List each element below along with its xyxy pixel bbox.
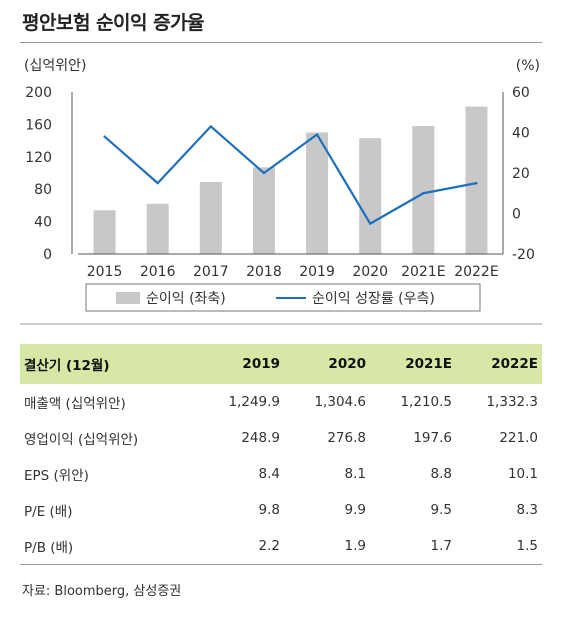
header-2019: 2019	[198, 344, 284, 384]
right-axis-tick-label: 40	[512, 126, 530, 142]
table-row: P/E (배) 9.8 9.9 9.5 8.3	[20, 492, 542, 528]
row-label: EPS (위안)	[24, 468, 89, 484]
growth-point-2021E	[422, 192, 425, 195]
growth-point-2016	[156, 181, 159, 185]
bar-2021E	[412, 126, 435, 254]
growth-point-2017	[209, 125, 213, 128]
bar-2016	[146, 203, 169, 254]
right-axis-tick-label: 0	[512, 207, 521, 223]
table-cell: 1,249.9	[228, 394, 280, 410]
left-axis-tick-label: 80	[34, 182, 52, 198]
bar-2018	[252, 167, 275, 254]
financials-table: 결산기 (12월) 2019 2020 2021E 2022E 매출액 (십억위…	[20, 344, 542, 565]
x-tick-label: 2017	[193, 264, 229, 280]
legend-box	[85, 283, 481, 312]
table-row: P/B (배) 2.2 1.9 1.7 1.5	[20, 528, 542, 565]
earnings-chart: (십억위안) (%) 0 40 80 120 160 200 -20 0 20 40 60 201…	[20, 58, 542, 325]
table-cell: 8.4	[258, 466, 280, 482]
left-axis-tick-label: 0	[43, 247, 52, 263]
table-cell: 1,210.5	[400, 394, 452, 410]
table-cell: 9.5	[430, 502, 452, 518]
title-divider	[20, 42, 542, 43]
row-label: P/B (배)	[20, 528, 198, 565]
header-2020: 2020	[284, 344, 370, 384]
row-label: 영업이익 (십억위안)	[24, 432, 139, 448]
bar-2022E	[465, 106, 488, 254]
table-cell: 1.5	[456, 528, 542, 565]
table-cell: 197.6	[413, 430, 452, 446]
row-label: 매출액 (십억위안)	[24, 396, 126, 412]
bar-2017	[199, 181, 222, 254]
growth-point-2019	[315, 133, 319, 136]
table-cell: 10.1	[507, 466, 538, 482]
growth-point-2022E	[475, 181, 478, 185]
x-tick-label: 2016	[140, 264, 176, 280]
left-axis-tick-label: 160	[25, 117, 52, 133]
row-label: P/E (배)	[24, 504, 73, 520]
table-header-row: 결산기 (12월) 2019 2020 2021E 2022E	[20, 344, 542, 384]
table-cell: 8.8	[430, 466, 452, 482]
right-axis-tick-label: 20	[512, 166, 530, 182]
table-cell: 2.2	[198, 528, 284, 565]
header-period: 결산기 (12월)	[20, 344, 198, 384]
table-cell: 8.3	[516, 502, 538, 518]
legend-bar-swatch	[116, 292, 140, 304]
table-row: EPS (위안) 8.4 8.1 8.8 10.1	[20, 456, 542, 492]
growth-line	[103, 125, 477, 225]
table-cell: 1,304.6	[314, 394, 366, 410]
bar-2015	[93, 210, 116, 254]
table-cell: 9.9	[344, 502, 366, 518]
x-tick-label: 2018	[246, 264, 282, 280]
right-axis-unit: (%)	[516, 58, 540, 74]
table-cell: 221.0	[499, 430, 538, 446]
right-axis-tick-label: 60	[512, 85, 530, 101]
bar-2020	[359, 138, 382, 254]
table-cell: 1,332.3	[486, 394, 538, 410]
growth-point-2020	[368, 222, 372, 225]
chart-legend: 순이익 (좌축) 순이익 성장률 (우측)	[85, 283, 481, 312]
legend-line-label: 순이익 성장률 (우측)	[312, 291, 435, 307]
table-cell: 1.9	[284, 528, 370, 565]
left-axis-tick-label: 200	[25, 85, 52, 101]
legend-bar-label: 순이익 (좌축)	[146, 291, 226, 307]
growth-point-2018	[262, 171, 266, 175]
x-tick-label: 2015	[87, 264, 123, 280]
table-cell: 248.9	[241, 430, 280, 446]
x-tick-label: 2020	[352, 264, 388, 280]
growth-point-2015	[103, 135, 106, 138]
source-note: 자료: Bloomberg, 삼성증권	[22, 584, 182, 599]
table-cell: 276.8	[327, 430, 366, 446]
bar-2019	[306, 132, 329, 254]
table-cell: 8.1	[344, 466, 366, 482]
right-axis-tick-label: -20	[512, 247, 535, 263]
left-axis-tick-label: 120	[25, 150, 52, 166]
x-tick-label: 2022E	[454, 264, 498, 280]
left-axis-tick-label: 40	[34, 215, 52, 231]
x-tick-label: 2019	[299, 264, 335, 280]
header-2022e: 2022E	[456, 344, 542, 384]
x-tick-label: 2021E	[401, 264, 445, 280]
chart-title: 평안보험 순이익 증가율	[22, 12, 205, 34]
table-row: 매출액 (십억위안) 1,249.9 1,304.6 1,210.5 1,332…	[20, 384, 542, 420]
table-row: 영업이익 (십억위안) 248.9 276.8 197.6 221.0	[20, 420, 542, 456]
table-cell: 9.8	[258, 502, 280, 518]
table-cell: 1.7	[370, 528, 456, 565]
left-axis-unit: (십억위안)	[24, 58, 86, 74]
header-2021e: 2021E	[370, 344, 456, 384]
